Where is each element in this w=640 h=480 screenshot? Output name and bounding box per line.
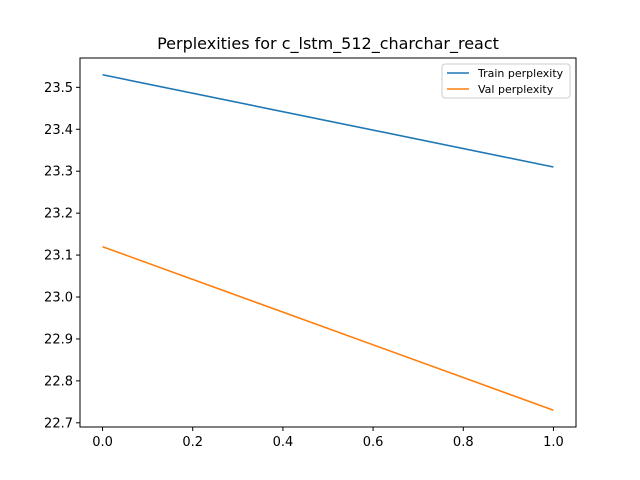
y-tick-label: 23.4 [44, 123, 73, 138]
series-line-1 [102, 73, 554, 168]
axes: 0.0 0.2 0.4 0.6 0.8 1.0 22.7 22.8 22.9 23.0 23.1 23… [44, 57, 577, 450]
y-tick-label: 22.9 [44, 332, 73, 347]
legend-box [441, 63, 571, 99]
x-tick-label: 0.0 [92, 435, 113, 450]
x-tick-label: 1.0 [543, 435, 564, 450]
x-tick-label: 0.2 [182, 435, 203, 450]
axes-frame [79, 57, 577, 428]
series-line-2 [102, 245, 554, 411]
chart-title: Perplexities for c_lstm_512_charchar_rea… [157, 34, 499, 54]
plot-area [102, 73, 554, 411]
y-tick-label: 22.8 [44, 374, 73, 389]
y-tick-label: 23.3 [44, 165, 73, 180]
legend-label: Val perplexity [478, 83, 554, 96]
x-tick-label: 0.8 [453, 435, 474, 450]
legend: Train perplexity Val perplexity [441, 63, 571, 99]
y-tick-label: 23.2 [44, 207, 73, 222]
y-tick-label: 22.7 [44, 416, 73, 431]
y-tick-label: 23.5 [44, 81, 73, 96]
x-tick-label: 0.4 [273, 435, 294, 450]
legend-label: Train perplexity [477, 67, 564, 80]
y-tick-label: 23.1 [44, 249, 73, 264]
x-tick-label: 0.6 [363, 435, 384, 450]
y-tick-label: 23.0 [44, 291, 73, 306]
